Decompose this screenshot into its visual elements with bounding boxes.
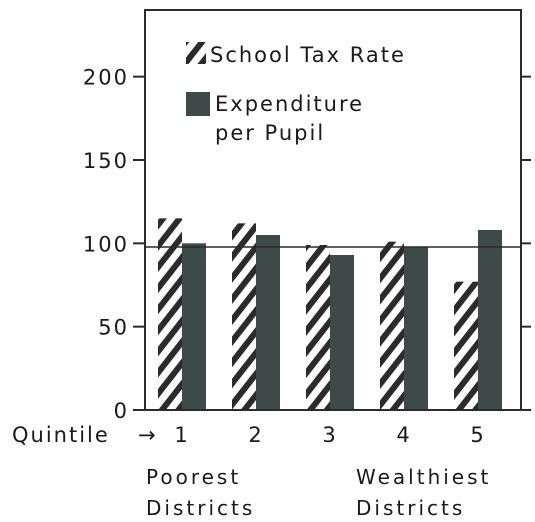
x-tick-label: 4 [396, 423, 411, 447]
bar-marks [158, 218, 502, 410]
x-axis-arrow: → [138, 423, 158, 447]
footer-wealthiest-districts: Districts [356, 496, 465, 520]
legend-label-tax: School Tax Rate [210, 43, 406, 67]
bar-tax-rate [454, 281, 478, 410]
legend-swatch-expenditure [186, 92, 210, 116]
y-axis: 0 50 100 150 200 [83, 66, 531, 423]
bar-tax-rate [158, 218, 182, 410]
x-axis-prefix: Quintile [12, 423, 110, 447]
footer-poorest-districts: Districts [146, 496, 255, 520]
bar-expenditure [404, 246, 428, 410]
bar-tax-rate [306, 245, 330, 410]
legend-label-expenditure-2: per Pupil [215, 121, 325, 145]
legend: School Tax Rate Expenditure per Pupil [186, 42, 406, 145]
y-tick-label: 200 [83, 66, 129, 90]
footer-annotations: Poorest Districts Wealthiest Districts [146, 465, 491, 520]
legend-swatch-tax [186, 42, 206, 64]
footer-wealthiest: Wealthiest [356, 465, 491, 489]
y-tick-label: 50 [98, 316, 129, 340]
plot-frame [144, 9, 522, 411]
legend-label-expenditure-1: Expenditure [215, 92, 364, 116]
bar-expenditure [182, 243, 206, 410]
x-axis: Quintile → 1 2 3 4 5 [12, 423, 485, 447]
x-tick-label: 5 [470, 423, 485, 447]
x-tick-label: 2 [248, 423, 263, 447]
x-tick-label: 3 [322, 423, 337, 447]
y-tick-label: 150 [83, 149, 129, 173]
bar-expenditure [256, 235, 280, 410]
y-tick-label: 100 [83, 232, 129, 256]
bar-tax-rate [232, 223, 256, 410]
bar-tax-rate [380, 241, 404, 410]
footer-poorest: Poorest [146, 465, 241, 489]
y-tick-label: 0 [114, 399, 129, 423]
x-tick-label: 1 [174, 423, 189, 447]
bar-expenditure [330, 255, 354, 410]
bar-expenditure [478, 230, 502, 410]
